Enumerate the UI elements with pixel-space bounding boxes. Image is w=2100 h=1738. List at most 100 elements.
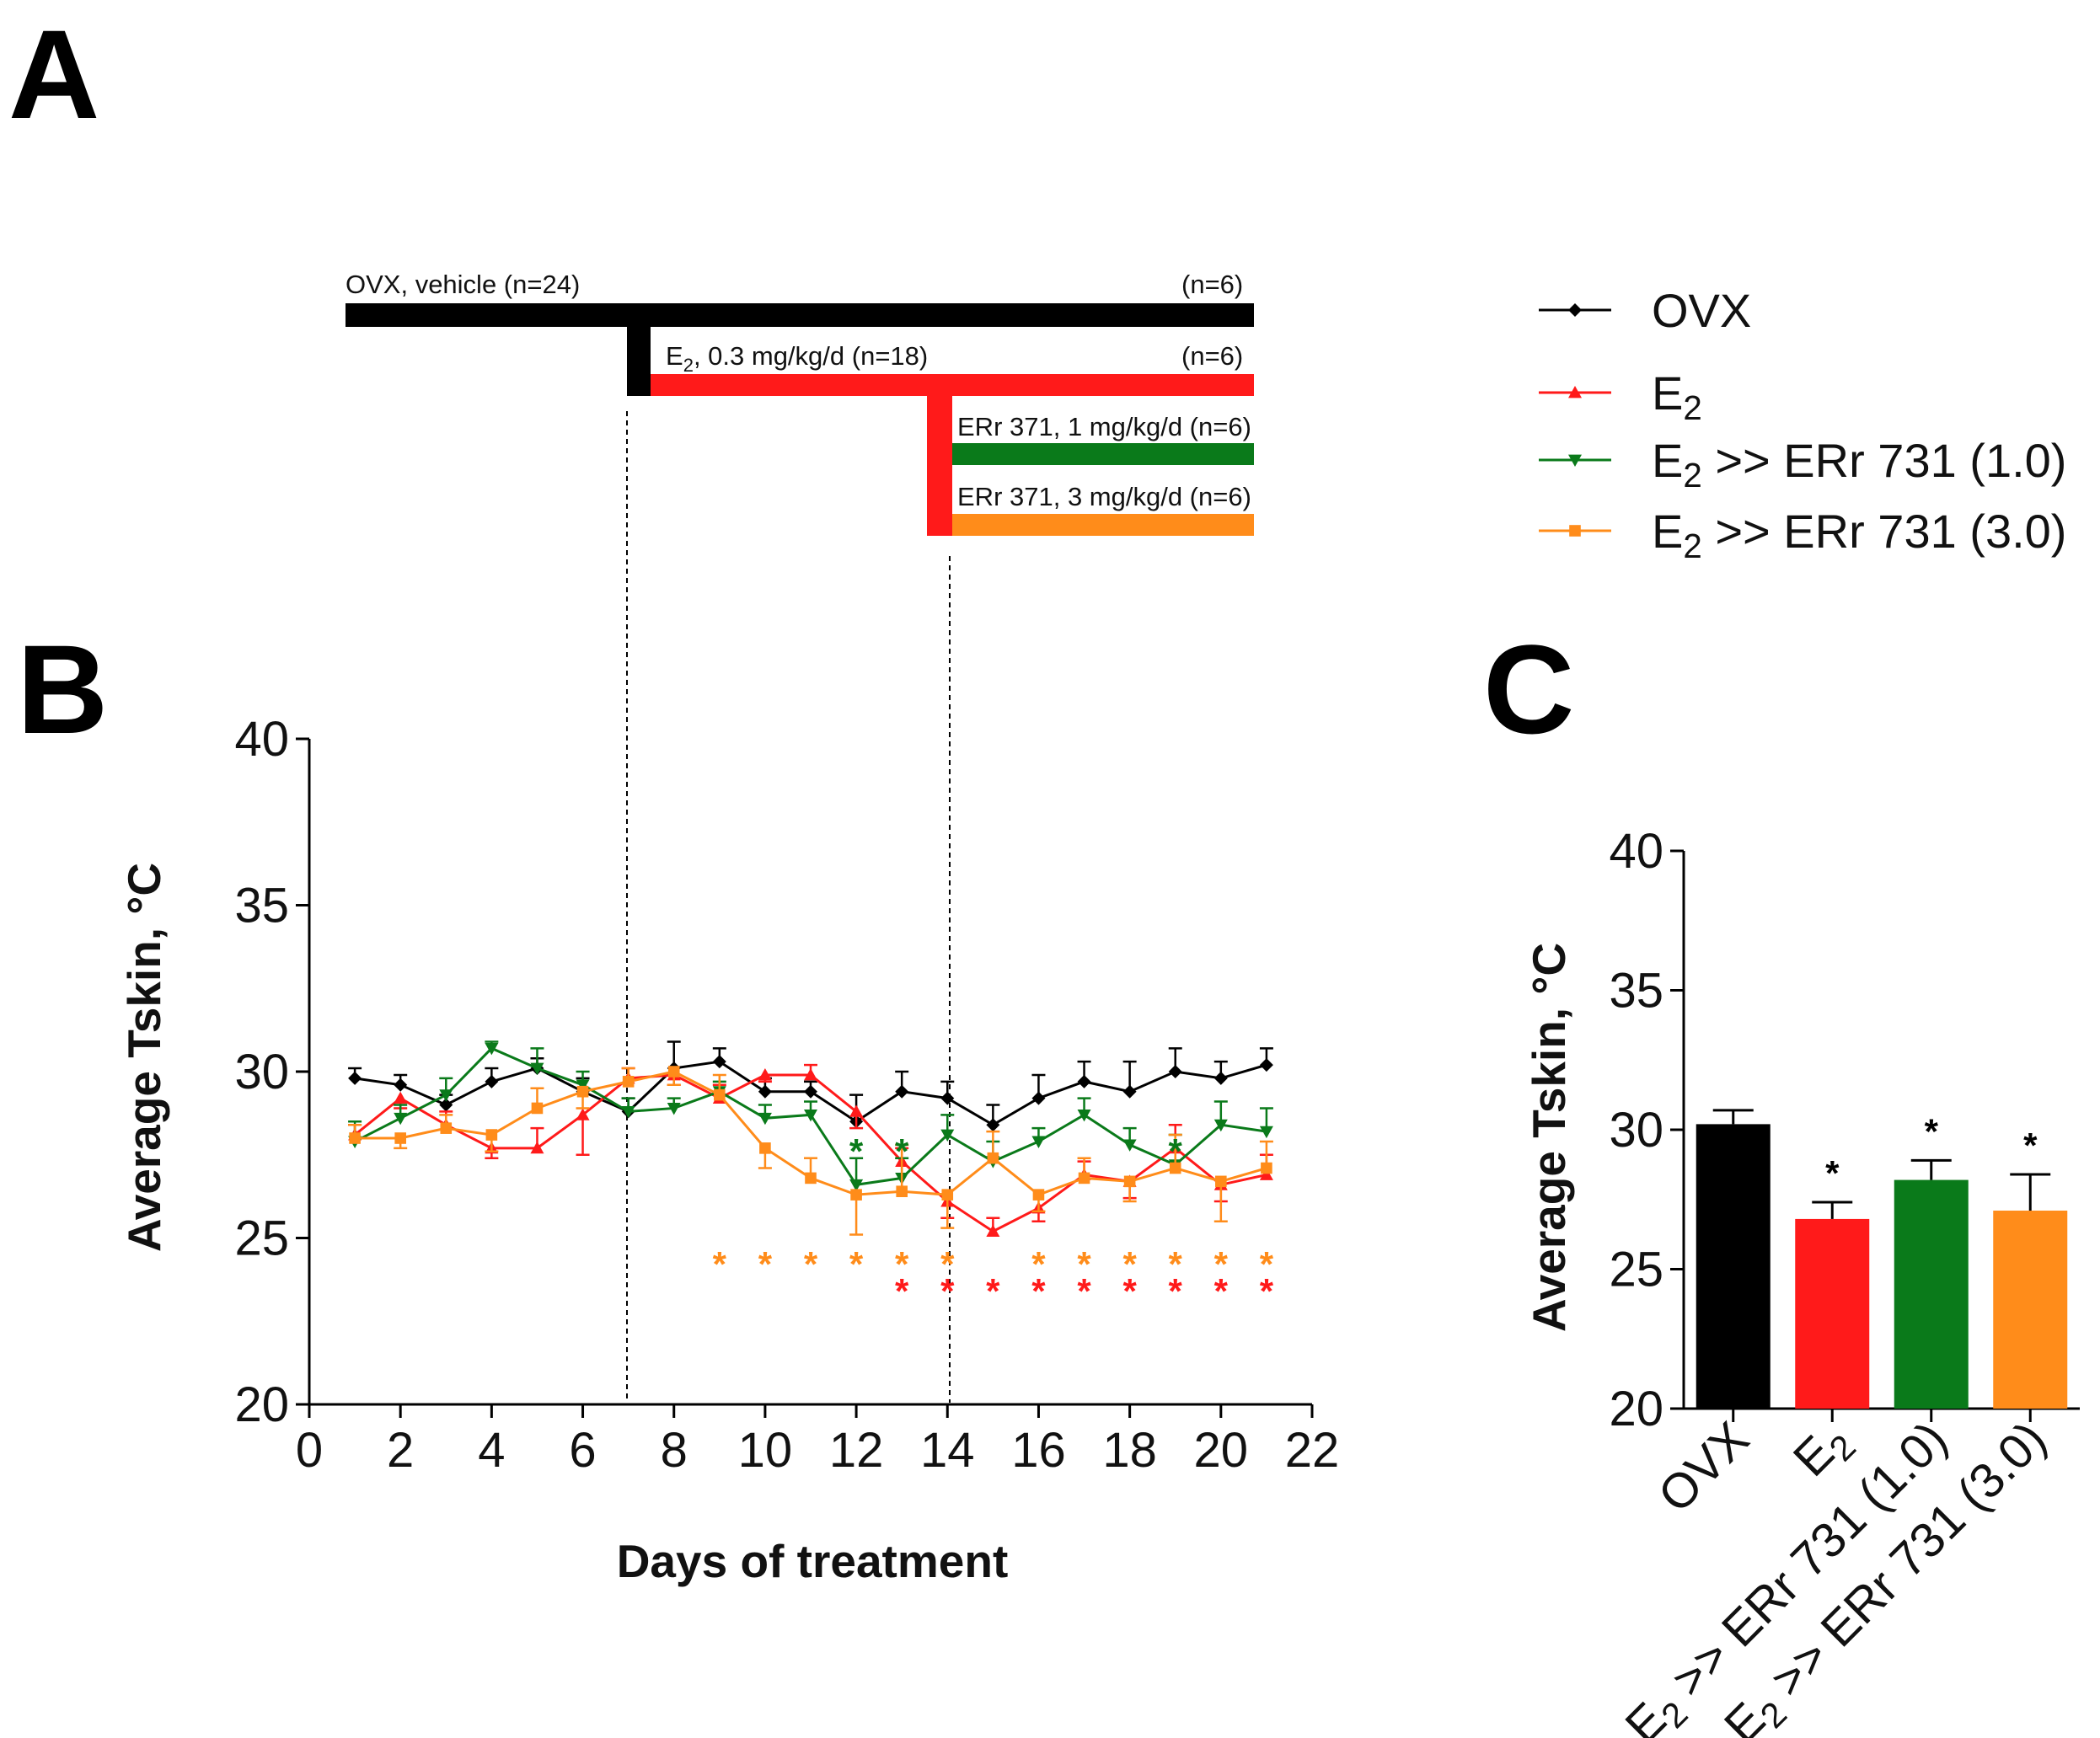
line-chart-x-tick-label: 2 <box>387 1423 414 1478</box>
data-point-ovx <box>758 1084 772 1099</box>
significance-star-e2: * <box>940 1271 955 1311</box>
line-chart-x-tick-label: 10 <box>738 1423 793 1478</box>
bar-err3 <box>1993 1210 2068 1409</box>
data-point-err3 <box>440 1122 453 1134</box>
data-point-ovx <box>1077 1074 1091 1088</box>
line-chart-x-tick-label: 22 <box>1285 1423 1340 1478</box>
legend-label-e2: E2 <box>1652 366 1702 427</box>
line-chart-x-tick-label: 18 <box>1102 1423 1157 1478</box>
timeline-err3-bar <box>952 514 1254 536</box>
line-chart-x-tick-label: 0 <box>296 1423 323 1478</box>
bar-significance-star: * <box>1825 1153 1840 1193</box>
line-chart-x-tick-label: 16 <box>1011 1423 1066 1478</box>
data-point-err3 <box>896 1185 908 1197</box>
bar-chart-y-tick-label: 20 <box>1609 1382 1663 1436</box>
data-point-err1 <box>667 1103 681 1115</box>
data-point-err3 <box>349 1132 361 1144</box>
timeline-ovx-bar <box>346 303 1254 327</box>
significance-star-e2: * <box>1169 1271 1183 1311</box>
data-point-err1 <box>530 1062 544 1076</box>
bar-chart-y-tick-label: 30 <box>1609 1103 1663 1158</box>
data-point-ovx <box>940 1091 955 1105</box>
data-point-ovx <box>1168 1065 1182 1078</box>
data-point-err3 <box>850 1189 862 1201</box>
significance-star-err3: * <box>804 1244 818 1284</box>
line-chart-x-tick-label: 8 <box>661 1423 688 1478</box>
data-point-err1 <box>1259 1126 1273 1139</box>
bar-chart-y-tick-label: 40 <box>1609 824 1663 879</box>
significance-star-err3: * <box>1077 1244 1091 1284</box>
line-chart-y-tick-label: 40 <box>234 712 289 767</box>
line-chart-x-tick-label: 12 <box>829 1423 884 1478</box>
significance-star-err3: * <box>1031 1244 1046 1284</box>
data-point-err3 <box>576 1085 589 1098</box>
timeline-e2-label: E2, 0.3 mg/kg/d (n=18) <box>666 341 928 376</box>
legend-marker-err3 <box>1569 525 1581 537</box>
legend: OVX E2 E2 >> ERr 731 (1.0) E2 >> ERr 731 (3… <box>1539 284 2066 565</box>
line-chart-y-tick-label: 35 <box>234 879 289 933</box>
timeline-ovx-drop <box>627 303 651 396</box>
data-point-e2 <box>986 1224 1000 1237</box>
panel-label-a: A <box>8 3 99 145</box>
data-point-err1 <box>1031 1136 1046 1148</box>
timeline-err1-label: ERr 371, 1 mg/kg/d (n=6) <box>957 412 1251 441</box>
data-point-e2 <box>530 1141 544 1154</box>
data-point-e2 <box>394 1091 408 1104</box>
data-point-e2 <box>758 1067 772 1081</box>
series-err1 <box>348 1040 1273 1192</box>
series-err3 <box>348 1066 1273 1236</box>
significance-star-e2: * <box>1214 1271 1229 1311</box>
significance-star-err1: * <box>849 1131 864 1171</box>
significance-star-err3: * <box>1122 1244 1137 1284</box>
bar-chart-y-axis-title: Average Tskin, °C <box>1523 943 1575 1332</box>
data-point-err1 <box>849 1179 864 1192</box>
timeline-err3-label: ERr 371, 3 mg/kg/d (n=6) <box>957 482 1251 511</box>
line-chart-y-tick-label: 20 <box>234 1377 289 1432</box>
timeline-e2-n: (n=6) <box>1181 341 1243 371</box>
timeline-err1-bar <box>952 443 1254 465</box>
significance-star-err1: * <box>895 1131 909 1171</box>
data-point-ovx <box>485 1074 499 1088</box>
line-chart-x-tick-label: 20 <box>1194 1423 1249 1478</box>
data-point-ovx <box>986 1118 1000 1132</box>
data-point-e2 <box>1259 1168 1273 1180</box>
legend-label-err3: E2 >> ERr 731 (3.0) <box>1652 505 2066 565</box>
data-point-e2 <box>576 1108 590 1120</box>
line-chart-y-tick-label: 30 <box>234 1045 289 1099</box>
significance-star-err3: * <box>849 1244 864 1284</box>
data-point-err3 <box>622 1076 635 1088</box>
data-point-err3 <box>987 1152 999 1164</box>
data-point-e2 <box>804 1067 817 1081</box>
significance-star-err3: * <box>1169 1244 1183 1284</box>
legend-label-ovx: OVX <box>1652 284 1751 337</box>
bar-err1 <box>1894 1179 1969 1409</box>
data-point-ovx <box>439 1098 453 1112</box>
legend-marker-err1 <box>1568 454 1582 467</box>
data-point-ovx <box>804 1084 817 1099</box>
data-point-err3 <box>805 1172 817 1185</box>
data-point-err3 <box>1169 1162 1181 1174</box>
significance-star-err3: * <box>1260 1244 1274 1284</box>
significance-star-err3: * <box>940 1244 955 1284</box>
bar-chart-y-tick-label: 35 <box>1609 964 1663 1019</box>
line-chart-x-tick-label: 14 <box>920 1423 975 1478</box>
data-point-err1 <box>394 1112 408 1126</box>
panel-label-c: C <box>1483 618 1574 760</box>
timeline-ovx-n: (n=6) <box>1181 270 1243 299</box>
data-point-err1 <box>1122 1139 1137 1152</box>
data-point-ovx <box>712 1055 726 1069</box>
data-point-err3 <box>714 1088 726 1101</box>
line-chart-x-tick-label: 4 <box>478 1423 505 1478</box>
timeline-ovx-label: OVX, vehicle (n=24) <box>346 270 580 299</box>
data-point-err1 <box>621 1106 635 1119</box>
data-point-err1 <box>576 1079 590 1092</box>
data-point-ovx <box>895 1084 909 1099</box>
significance-star-e2: * <box>986 1271 1000 1311</box>
line-chart-x-tick-label: 6 <box>569 1423 596 1478</box>
line-chart: Average Tskin, °C Days of treatment 2025… <box>118 712 1339 1587</box>
data-point-err3 <box>941 1189 954 1201</box>
significance-star-err3: * <box>895 1244 909 1284</box>
data-point-ovx <box>1213 1071 1228 1085</box>
